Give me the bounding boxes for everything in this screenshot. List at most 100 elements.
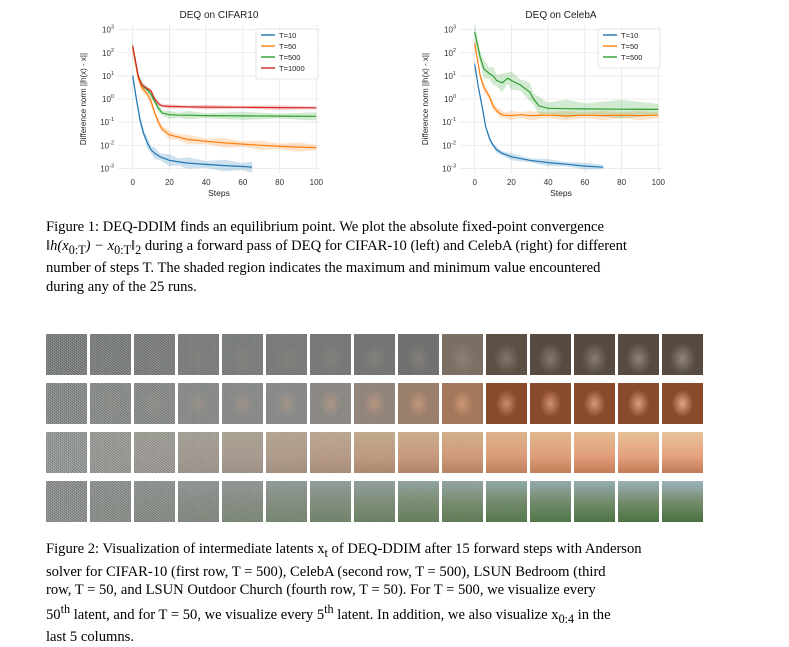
latent-image-tile bbox=[398, 481, 439, 522]
x-tick-label: 80 bbox=[617, 178, 626, 187]
figure1-caption-line1: Figure 1: DEQ-DDIM finds an equilibrium … bbox=[46, 219, 605, 235]
latent-image-tile bbox=[662, 432, 703, 473]
latent-image-tile bbox=[354, 383, 395, 424]
legend-box bbox=[597, 28, 661, 69]
latent-image-tile bbox=[530, 383, 571, 424]
x-tick-label: 0 bbox=[130, 178, 135, 187]
norm-sub-3: 2 bbox=[135, 242, 142, 257]
y-axis-label: Difference norm ||h(x) - x|| bbox=[421, 53, 430, 145]
y-tick-label: 100 bbox=[444, 94, 456, 104]
latent-image-tile bbox=[222, 334, 263, 375]
latent-image-tile bbox=[178, 432, 219, 473]
figure2-caption-line1b: of DEQ-DDIM after 15 forward steps with … bbox=[327, 541, 642, 557]
latent-image-tile bbox=[134, 383, 175, 424]
cifar10-row bbox=[46, 334, 703, 375]
y-tick-exponent: 1 bbox=[453, 71, 456, 77]
figure2-caption-line4a: 50 bbox=[46, 606, 61, 623]
latent-image-tile bbox=[398, 432, 439, 473]
latent-image-tile bbox=[222, 481, 263, 522]
figure1-caption-line2: during a forward pass of DEQ for CIFAR-1… bbox=[141, 237, 627, 254]
legend-entry: T=500 bbox=[621, 53, 642, 62]
y-tick-label: 100 bbox=[102, 94, 114, 104]
series-line-t-50 bbox=[474, 43, 659, 117]
legend-entry: T=10 bbox=[621, 31, 638, 40]
figure1-caption: Figure 1: DEQ-DDIM finds an equilibrium … bbox=[46, 218, 710, 296]
y-tick-exponent: 0 bbox=[453, 94, 456, 100]
latent-image-tile bbox=[618, 334, 659, 375]
y-tick-exponent: -3 bbox=[451, 163, 456, 169]
latent-image-tile bbox=[574, 383, 615, 424]
y-tick-exponent: 1 bbox=[111, 71, 114, 77]
latent-image-tile bbox=[310, 481, 351, 522]
legend-entry: T=500 bbox=[279, 53, 300, 62]
x-tick-label: 20 bbox=[507, 178, 516, 187]
latent-image-tile bbox=[222, 383, 263, 424]
figure2-caption-line3: row, T = 50, and LSUN Outdoor Church (fo… bbox=[46, 582, 596, 599]
y-tick-exponent: -2 bbox=[451, 140, 456, 146]
latent-image-tile bbox=[574, 334, 615, 375]
legend-entry: T=50 bbox=[279, 42, 296, 51]
legend-entry: T=1000 bbox=[279, 64, 305, 73]
norm-sub-2: 0:T bbox=[114, 242, 131, 257]
figure2-caption-line5: last 5 columns. bbox=[46, 629, 134, 646]
figure2-caption-line4c: latent. In addition, we also visualize x bbox=[333, 606, 559, 623]
y-axis-label: Difference norm ||h(x) - x|| bbox=[79, 53, 88, 145]
cifar10-chart-svg: 0 20 40 60 80 10010-310-210-1100101102103DEQ … bbox=[79, 10, 324, 198]
series-line-t-500 bbox=[474, 31, 659, 110]
latent-image-tile bbox=[530, 334, 571, 375]
latent-image-tile bbox=[574, 432, 615, 473]
latent-image-tile bbox=[90, 481, 131, 522]
latent-image-tile bbox=[442, 481, 483, 522]
latent-image-tile bbox=[310, 432, 351, 473]
latent-image-tile bbox=[618, 481, 659, 522]
latent-image-tile bbox=[486, 481, 527, 522]
y-tick-label: 10-1 bbox=[100, 117, 114, 127]
figure2-caption-line2: solver for CIFAR-10 (first row, T = 500)… bbox=[46, 563, 606, 580]
latent-image-tile bbox=[90, 383, 131, 424]
x-tick-label: 0 bbox=[472, 178, 477, 187]
y-tick-label: 101 bbox=[102, 71, 114, 81]
y-tick-label: 102 bbox=[102, 48, 114, 58]
y-tick-exponent: -3 bbox=[109, 163, 114, 169]
latent-image-tile bbox=[310, 334, 351, 375]
y-tick-exponent: 3 bbox=[111, 25, 114, 31]
y-tick-label: 10-2 bbox=[442, 140, 456, 150]
figure2-caption: Figure 2: Visualization of intermediate … bbox=[46, 540, 710, 647]
figure2-caption-sup-1: th bbox=[60, 601, 71, 616]
legend-box bbox=[255, 28, 319, 80]
figure2-caption-line4b: latent, and for T = 50, we visualize eve… bbox=[70, 606, 325, 623]
y-tick-label: 10-1 bbox=[442, 117, 456, 127]
latent-image-tile bbox=[662, 334, 703, 375]
x-tick-label: 60 bbox=[580, 178, 589, 187]
y-tick-label: 10-2 bbox=[100, 140, 114, 150]
latent-image-tile bbox=[266, 334, 307, 375]
y-tick-label: 10-3 bbox=[442, 163, 456, 173]
figure1-caption-line3: number of steps T. The shaded region ind… bbox=[46, 260, 601, 277]
latent-image-tile bbox=[310, 383, 351, 424]
x-axis-label: Steps bbox=[208, 188, 230, 198]
y-tick-label: 102 bbox=[444, 48, 456, 58]
latent-image-tile bbox=[486, 334, 527, 375]
figure1-caption-norm: ‖h(x0:T) − x0:T‖2 bbox=[46, 237, 142, 257]
y-tick-exponent: 3 bbox=[453, 25, 456, 31]
series-band-t-50 bbox=[474, 38, 659, 121]
x-tick-label: 60 bbox=[238, 178, 247, 187]
series-line-t-50 bbox=[132, 47, 317, 149]
latent-image-tile bbox=[90, 334, 131, 375]
norm-mid: ) − x bbox=[85, 237, 115, 254]
series-line-t-1000 bbox=[132, 45, 317, 109]
latent-image-tile bbox=[46, 481, 87, 522]
y-tick-exponent: 2 bbox=[453, 48, 456, 54]
latent-image-tile bbox=[618, 383, 659, 424]
latent-image-tile bbox=[398, 334, 439, 375]
latent-image-tile bbox=[530, 432, 571, 473]
latent-image-tile bbox=[354, 481, 395, 522]
latent-image-tile bbox=[354, 432, 395, 473]
latent-image-tile bbox=[46, 383, 87, 424]
x-tick-label: 80 bbox=[275, 178, 284, 187]
latent-image-tile bbox=[134, 432, 175, 473]
cifar10-chart: 0 20 40 60 80 100 10-3 10-2 10-1 100 101 102 103 DEQ … bbox=[60, 0, 360, 205]
latent-image-tile bbox=[486, 432, 527, 473]
x-tick-label: 40 bbox=[544, 178, 553, 187]
latent-image-tile bbox=[662, 383, 703, 424]
